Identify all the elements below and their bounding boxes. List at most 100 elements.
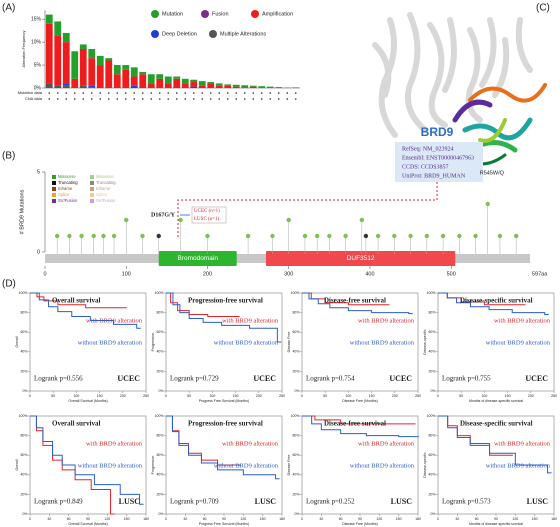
km-title: Progression-free survival: [188, 420, 263, 428]
lollipop-head: [457, 233, 462, 239]
bar-segment: [207, 82, 215, 84]
x-tick-label: 150: [97, 394, 103, 398]
x-tick-label: 50: [459, 394, 463, 398]
domain: [265, 251, 456, 266]
y-tick-label: 0%: [158, 512, 163, 516]
y-axis-label: Alteration Frequency: [21, 31, 26, 68]
x-tick-label: 200: [528, 394, 534, 398]
x-tick-label: 150: [505, 394, 511, 398]
row-dot: [184, 92, 187, 94]
legend-label: Splice: [96, 192, 108, 197]
lollipop-head: [424, 233, 430, 239]
bar-segment: [190, 79, 198, 83]
x-axis-label: Overall Survival (Months): [68, 522, 107, 526]
row-dot: [235, 92, 238, 94]
protein-info: CCDS: CCDS3857: [402, 164, 449, 170]
annotation: LUSC (n=1): [194, 217, 220, 222]
x-tick-label: 60: [203, 517, 207, 521]
x-axis-label: Progress Free Survival (Months): [199, 522, 249, 526]
x-tick-label: 30: [47, 517, 51, 521]
x-tick-label: 200: [120, 394, 126, 398]
plot-frame: [301, 292, 419, 392]
y-tick-label: 20%: [20, 492, 27, 496]
row-dot: [201, 98, 204, 100]
x-tick-label: 100: [209, 394, 215, 398]
row-dot: [124, 98, 127, 100]
logrank: Logrank p=0.709: [170, 498, 219, 506]
y-tick-label: 20%: [156, 369, 163, 373]
y-tick-label: 60%: [20, 330, 27, 334]
bar-segment: [198, 81, 206, 86]
bar-segment: [156, 74, 164, 79]
row-dot: [99, 92, 102, 94]
x-tick-label: 120: [512, 517, 518, 521]
y-axis-label: Progression: [151, 456, 155, 475]
x-tick-label: 50: [51, 394, 55, 398]
x-tick-label: 120: [104, 517, 110, 521]
x-tick-label: 50: [323, 394, 327, 398]
row-label: CNA data: [25, 96, 43, 101]
bar-segment: [122, 65, 130, 70]
lollipop-head: [497, 233, 503, 239]
x-tick-label: 0: [437, 517, 439, 521]
cancer-label: UCEC: [253, 374, 276, 383]
y-axis-label: Overall: [15, 336, 19, 347]
x-axis-label: Months of disease-specific survival: [469, 522, 523, 526]
legend-marker: [90, 175, 94, 179]
row-dot: [116, 92, 119, 94]
x-tick-label: 500: [447, 271, 456, 277]
row-dot: [158, 98, 161, 100]
bar-segment: [79, 44, 87, 49]
bar-segment: [71, 78, 79, 88]
bar-segment: [241, 85, 249, 88]
legend-label: Multiple Alterations: [220, 31, 266, 37]
row-dot: [48, 92, 51, 94]
lollipop-head: [485, 201, 490, 207]
x-tick-label: 0: [29, 394, 31, 398]
lollipop-head: [343, 233, 348, 239]
bar-segment: [164, 83, 172, 88]
row-dot: [150, 98, 153, 100]
row-dot: [235, 98, 238, 100]
bar-segment: [139, 74, 147, 88]
legend-marker: [151, 10, 159, 18]
domain: [158, 251, 237, 266]
bar-segment: [96, 55, 104, 66]
x-tick-label: 150: [124, 517, 130, 521]
y-axis-label: Disease-specific: [423, 452, 427, 478]
row-dot: [294, 98, 297, 100]
km-title: Overall survival: [52, 420, 100, 428]
row-dot: [260, 92, 263, 94]
x-tick-label: 90: [494, 517, 498, 521]
survival-curve: [166, 292, 282, 343]
protein-title: BRD9: [421, 125, 454, 139]
bar-segment: [45, 83, 53, 88]
row-dot: [141, 92, 144, 94]
row-dot: [294, 92, 297, 94]
survival-curve: [166, 415, 280, 480]
curve-label: with BRD9 alteration: [358, 440, 415, 447]
x-tick-label: 180: [143, 517, 149, 521]
row-dot: [192, 98, 195, 100]
survival-curve: [30, 292, 127, 309]
protein-info: RefSeq: NM_023924: [402, 145, 454, 152]
lollipop-head: [513, 233, 519, 239]
row-dot: [277, 92, 280, 94]
row-dot: [48, 98, 51, 100]
curve-label: with BRD9 alteration: [494, 317, 551, 324]
x-axis-label: Disease Free (Months): [342, 399, 378, 403]
y-tick-label: 80%: [428, 434, 435, 438]
km-title: Progression-free survival: [188, 297, 263, 305]
bar-segment: [156, 78, 164, 88]
logrank: Logrank p=0.755: [442, 375, 491, 383]
bar-segment: [62, 85, 70, 88]
legend-label: SV/Fusion: [96, 198, 116, 203]
y-tick-label: 20%: [20, 369, 27, 373]
y-tick-label: 100%: [155, 291, 164, 295]
plot-frame: [29, 292, 147, 392]
lollipop-head: [140, 233, 145, 239]
x-tick-label: 0: [29, 517, 31, 521]
survival-curve: [30, 292, 141, 329]
y-tick-label: 100%: [155, 414, 164, 418]
lollipop-head: [205, 233, 210, 239]
